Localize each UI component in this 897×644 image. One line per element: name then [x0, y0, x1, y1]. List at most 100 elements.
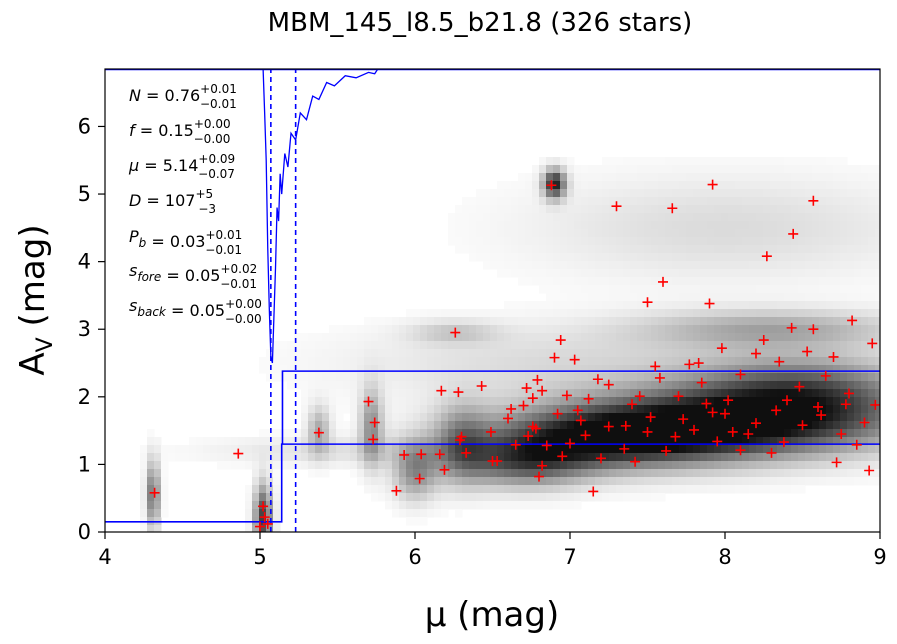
density-cell [560, 389, 568, 398]
density-cell [539, 493, 547, 502]
density-cell [357, 357, 365, 366]
density-cell [574, 381, 582, 390]
star-marker [650, 361, 661, 372]
density-cell [805, 365, 813, 374]
density-cell [518, 357, 526, 366]
density-cell [525, 245, 533, 254]
density-cell [511, 213, 519, 222]
density-cell [861, 189, 869, 198]
density-cell [707, 317, 715, 326]
density-cell [756, 165, 764, 174]
density-cell [644, 261, 652, 270]
density-cell [868, 189, 876, 198]
density-cell [595, 357, 603, 366]
density-cell [567, 285, 575, 294]
density-cell [833, 381, 841, 390]
density-cell [840, 213, 848, 222]
density-cell [553, 349, 561, 358]
density-cell [595, 165, 603, 174]
density-cell [364, 325, 372, 334]
density-cell [672, 189, 680, 198]
density-cell [644, 397, 652, 406]
density-cell [707, 293, 715, 302]
density-cell [679, 445, 687, 454]
density-cell [546, 397, 554, 406]
density-cell [462, 325, 470, 334]
density-cell [868, 229, 876, 238]
density-cell [266, 349, 274, 358]
density-cell [847, 373, 855, 382]
y-tick-label: 5 [78, 182, 91, 206]
density-cell [812, 413, 820, 422]
density-cell [560, 189, 568, 198]
density-cell [308, 421, 316, 430]
density-cell [266, 525, 274, 532]
density-cell [756, 469, 764, 478]
density-cell [525, 469, 533, 478]
density-cell [665, 293, 673, 302]
density-cell [525, 197, 533, 206]
density-cell [826, 357, 834, 366]
density-cell [763, 173, 771, 182]
density-cell [630, 437, 638, 446]
density-cell [301, 365, 309, 374]
density-cell [364, 437, 372, 446]
density-cell [511, 501, 519, 510]
density-cell [672, 221, 680, 230]
density-cell [329, 341, 337, 350]
density-cell [273, 501, 281, 510]
density-cell [770, 405, 778, 414]
density-cell [357, 453, 365, 462]
density-cell [644, 245, 652, 254]
density-cell [483, 221, 491, 230]
density-cell [497, 237, 505, 246]
density-cell [637, 229, 645, 238]
density-cell [637, 165, 645, 174]
star-marker [720, 408, 730, 419]
density-cell [567, 333, 575, 342]
density-cell [735, 173, 743, 182]
star-marker [766, 447, 777, 458]
density-cell [378, 485, 386, 494]
density-cell [616, 373, 624, 382]
density-cell [350, 413, 358, 422]
density-cell [322, 413, 330, 422]
density-cell [406, 397, 414, 406]
density-cell [616, 213, 624, 222]
star-marker [808, 195, 819, 206]
density-cell [469, 413, 477, 422]
density-cell [847, 317, 855, 326]
density-cell [833, 453, 841, 462]
star-marker [859, 417, 870, 428]
density-cell [672, 301, 680, 310]
density-cell [735, 205, 743, 214]
density-cell [602, 245, 610, 254]
density-cell [490, 213, 498, 222]
density-cell [826, 349, 834, 358]
density-cell [679, 229, 687, 238]
density-cell [742, 461, 750, 470]
density-cell [462, 485, 470, 494]
star-marker [778, 437, 789, 448]
density-cell [329, 333, 337, 342]
density-cell [854, 389, 862, 398]
density-cell [784, 357, 792, 366]
star-marker [828, 351, 839, 362]
density-cell [847, 405, 855, 414]
density-cell [651, 205, 659, 214]
density-cell [308, 461, 316, 470]
density-cell [147, 493, 155, 502]
density-cell [861, 245, 869, 254]
density-cell [630, 341, 638, 350]
density-cell [413, 437, 421, 446]
density-cell [707, 309, 715, 318]
density-cell [728, 277, 736, 286]
density-cell [777, 469, 785, 478]
density-cell [791, 381, 799, 390]
density-cell [609, 469, 617, 478]
star-marker [530, 423, 541, 434]
density-cell [805, 413, 813, 422]
density-cell [574, 229, 582, 238]
density-cell [770, 237, 778, 246]
